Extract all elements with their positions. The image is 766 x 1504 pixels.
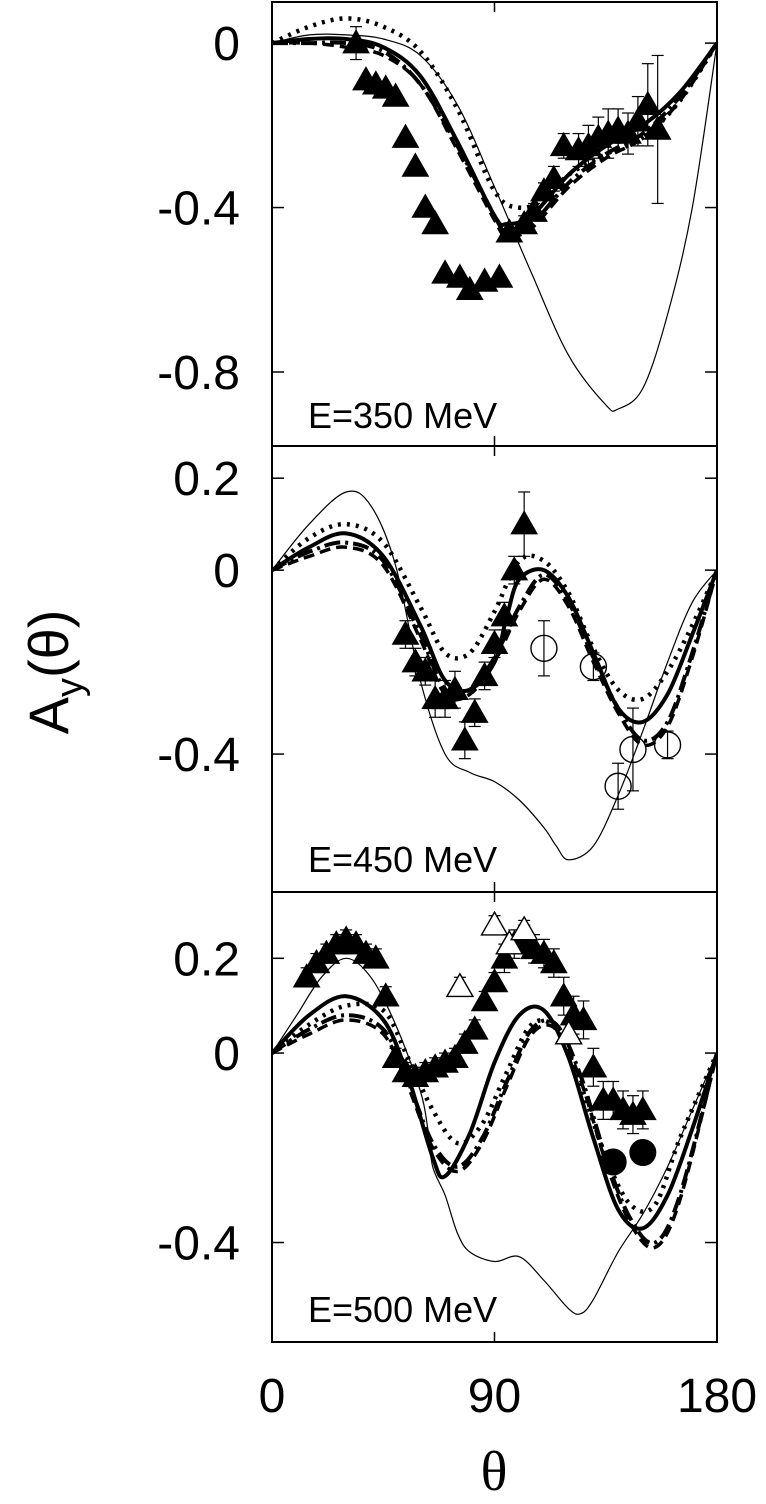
plot-area — [272, 490, 717, 861]
filled-triangle-marker — [579, 1053, 608, 1078]
dashed-curve — [272, 1018, 717, 1250]
filled-triangle-marker — [569, 1005, 598, 1031]
filled-triangle-marker — [643, 115, 672, 140]
x-axis-label: θ — [481, 1441, 508, 1503]
open-triangle-marker — [480, 910, 509, 936]
filled-triangle-marker — [450, 1029, 479, 1054]
filled-triangle-marker — [460, 698, 489, 723]
filled-triangle-marker — [549, 982, 578, 1007]
y-tick-label: -0.4 — [157, 183, 240, 236]
y-axis-label: Ay(θ) — [17, 610, 91, 735]
energy-label: E=500 MeV — [308, 1289, 497, 1330]
filled-triangle-marker — [361, 944, 390, 969]
filled-triangle-marker — [450, 726, 479, 751]
panel-350mev: 0 -0.4 -0.8 E=350 MeV — [157, 1, 718, 447]
filled-triangle-marker — [624, 107, 652, 132]
filled-triangle-marker — [628, 1095, 657, 1121]
filled-triangle-marker — [470, 986, 499, 1012]
open-circle-marker — [604, 772, 632, 800]
filled-triangle-marker — [549, 131, 578, 157]
filled-triangle-marker — [441, 675, 469, 700]
filled-triangle-marker — [342, 29, 370, 54]
dotted-curve — [272, 521, 717, 703]
filled-triangle-marker — [614, 119, 642, 144]
panel-frame — [271, 445, 718, 893]
filled-triangle-marker — [480, 967, 509, 993]
filled-triangle-marker — [431, 259, 459, 284]
open-triangle-marker — [554, 1019, 583, 1045]
filled-triangle-marker — [510, 510, 539, 535]
panel-frame — [271, 1, 718, 447]
filled-triangle-marker — [490, 602, 519, 627]
panel-450mev: 0.2 0 -0.4 E=450 MeV — [157, 445, 718, 893]
thick-solid-curve — [272, 994, 717, 1231]
y-tick-label: 0.2 — [173, 453, 240, 506]
y-tick-label: -0.4 — [157, 729, 240, 782]
filled-triangle-marker — [530, 177, 558, 202]
filled-triangle-marker — [411, 657, 440, 682]
y-tick-label: 0 — [213, 18, 240, 71]
filled-triangle-marker — [381, 82, 410, 107]
open-triangle-marker — [509, 915, 539, 941]
open-circle-marker — [653, 731, 682, 759]
open-triangle-marker — [445, 972, 475, 998]
filled-triangle-marker — [510, 209, 539, 235]
filled-triangle-marker — [480, 629, 509, 654]
x-tick-label: 90 — [468, 1370, 521, 1423]
x-tick-label: 180 — [677, 1370, 757, 1423]
dashed-curve — [272, 545, 717, 748]
filled-triangle-marker — [292, 963, 321, 988]
plot-area — [272, 16, 717, 412]
y-tick-label: -0.8 — [157, 347, 240, 400]
thin-solid-curve — [272, 490, 717, 861]
open-circle-marker — [579, 653, 608, 681]
dash-dot-curve — [272, 1013, 717, 1246]
open-circle-marker — [619, 735, 647, 764]
filled-triangle-marker — [421, 209, 450, 235]
filled-triangle-marker — [411, 193, 440, 218]
thin-solid-curve — [272, 33, 717, 412]
filled-triangle-marker — [441, 1043, 469, 1069]
y-tick-label: 0 — [213, 1028, 240, 1081]
thin-solid-curve — [272, 957, 717, 1315]
energy-label: E=350 MeV — [308, 395, 497, 436]
plot-area — [272, 910, 717, 1315]
dashed-curve — [272, 41, 717, 239]
filled-triangle-marker — [485, 263, 514, 288]
filled-triangle-marker — [500, 556, 529, 581]
filled-triangle-marker — [446, 263, 474, 288]
filled-triangle-marker — [391, 123, 420, 148]
filled-triangle-marker — [460, 1015, 489, 1040]
filled-triangle-marker — [490, 944, 519, 969]
panel-500mev: 0.2 0 -0.4 E=500 MeV — [157, 891, 718, 1343]
y-tick-label: 0 — [213, 545, 240, 598]
filled-triangle-marker — [401, 152, 430, 177]
filled-triangle-marker — [381, 1043, 410, 1069]
filled-circle-marker — [599, 1148, 627, 1176]
energy-label: E=450 MeV — [308, 839, 497, 880]
filled-triangle-marker — [371, 982, 400, 1007]
y-tick-label: -0.4 — [157, 1218, 240, 1271]
thick-solid-curve — [272, 531, 717, 725]
open-circle-marker — [530, 634, 558, 663]
filled-triangle-marker — [470, 661, 499, 687]
filled-triangle-marker — [520, 197, 548, 222]
filled-triangle-marker — [391, 620, 420, 645]
open-triangle-marker — [495, 929, 524, 955]
filled-triangle-marker — [633, 90, 662, 116]
x-axis: 0 90 180 — [259, 1370, 757, 1423]
x-tick-label: 0 — [259, 1370, 286, 1423]
filled-circle-marker — [629, 1139, 657, 1167]
filled-triangle-marker — [539, 164, 568, 190]
y-tick-label: 0.2 — [173, 933, 240, 986]
dash-dot-curve — [272, 540, 717, 743]
filled-triangle-marker — [539, 949, 568, 974]
